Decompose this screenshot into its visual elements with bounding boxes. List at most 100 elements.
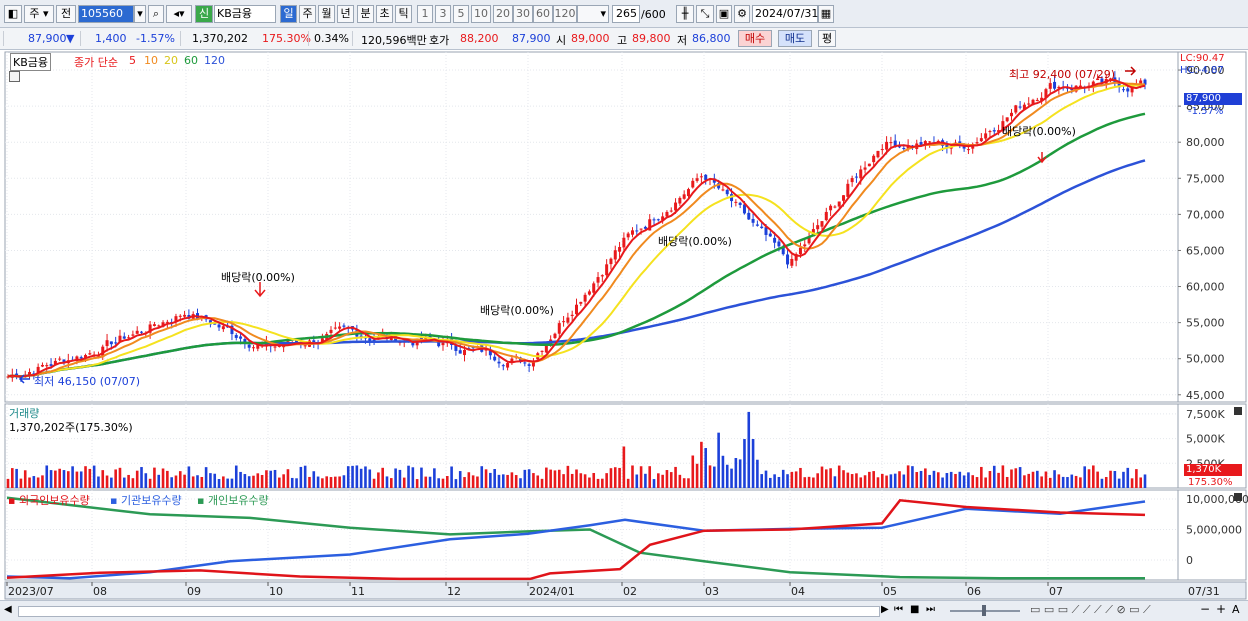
interval-60-button[interactable]: 60 bbox=[533, 5, 553, 23]
candle bbox=[1121, 89, 1125, 91]
period-second-button[interactable]: 초 bbox=[376, 5, 393, 23]
prev-button[interactable]: 전 bbox=[56, 5, 76, 23]
code-dropdown-icon[interactable]: ▾ bbox=[134, 5, 146, 23]
candle bbox=[1139, 80, 1143, 85]
candle bbox=[712, 178, 716, 183]
interval-120-button[interactable]: 120 bbox=[553, 5, 577, 23]
jump-start-icon[interactable]: ⏮ bbox=[894, 604, 903, 615]
volume-panel-title[interactable]: 거래량 bbox=[9, 407, 40, 420]
window-menu-icon[interactable]: ◧ bbox=[4, 5, 22, 23]
foreign-legend-label: 외국인보유수량 bbox=[18, 494, 90, 507]
candle bbox=[889, 142, 893, 144]
period-year-button[interactable]: 년 bbox=[337, 5, 354, 23]
interval-5-button[interactable]: 5 bbox=[453, 5, 469, 23]
price-legend-series: 종가 단순 bbox=[74, 56, 118, 69]
period-minute-button[interactable]: 분 bbox=[357, 5, 374, 23]
stock-name-field[interactable]: KB금융 bbox=[214, 5, 276, 23]
bar-count-input[interactable]: 265 bbox=[612, 5, 640, 23]
save-icon[interactable]: ▣ bbox=[716, 5, 732, 23]
candle bbox=[62, 359, 66, 363]
foreign-line bbox=[6, 500, 1146, 580]
candle bbox=[1005, 117, 1009, 122]
jump-end-icon[interactable]: ⏭ bbox=[926, 604, 935, 615]
drawing-tools-icons[interactable]: ▭ ▭ ▭ ⟋ ⟋ ⟋ ⟋ ⊘ ▭ ⟋ bbox=[1030, 603, 1151, 616]
candle bbox=[557, 323, 561, 334]
volume-bar bbox=[316, 476, 320, 488]
volume-bar bbox=[445, 476, 449, 488]
speaker-icon[interactable]: ◂▾ bbox=[166, 5, 192, 23]
interval-30-button[interactable]: 30 bbox=[513, 5, 533, 23]
date-input[interactable]: 2024/07/31 bbox=[752, 5, 818, 23]
individual-legend[interactable]: ▪ 개인보유수량 bbox=[197, 494, 269, 507]
volume-bar bbox=[437, 478, 440, 488]
ma120-legend[interactable]: 120 bbox=[204, 54, 225, 67]
gear-icon[interactable]: ⚙ bbox=[734, 5, 750, 23]
interval-1-button[interactable]: 1 bbox=[417, 5, 433, 23]
search-icon[interactable]: ⌕ bbox=[148, 5, 164, 23]
stock-chart[interactable]: 90,00085,00080,00075,00070,00065,00060,0… bbox=[0, 50, 1248, 600]
font-size-icon[interactable]: A bbox=[1232, 603, 1240, 616]
foreign-legend[interactable]: ▪ 외국인보유수량 bbox=[8, 494, 90, 507]
ma5-line bbox=[7, 78, 1146, 378]
volume-bar bbox=[433, 468, 436, 488]
candle bbox=[820, 221, 824, 227]
interval-10-button[interactable]: 10 bbox=[471, 5, 491, 23]
candle bbox=[786, 254, 790, 265]
volume-bar bbox=[62, 470, 66, 488]
sell-button[interactable]: 매도 bbox=[778, 30, 812, 47]
candle bbox=[949, 147, 953, 149]
interval-custom-dropdown[interactable]: ▾ bbox=[577, 5, 609, 23]
volume-bar bbox=[75, 471, 79, 488]
price-tick-label: 45,000 bbox=[1186, 389, 1225, 402]
volume-bar bbox=[1096, 471, 1099, 488]
scroll-track[interactable] bbox=[18, 606, 880, 617]
ma20-legend[interactable]: 20 bbox=[164, 54, 178, 67]
zoom-in-icon[interactable]: + bbox=[1216, 602, 1227, 616]
chart-type-icon[interactable]: ╫ bbox=[676, 5, 694, 23]
candle bbox=[850, 178, 854, 183]
candle bbox=[53, 360, 57, 365]
calendar-icon[interactable]: ▦ bbox=[818, 5, 834, 23]
volume-bar bbox=[79, 471, 83, 488]
scroll-left-icon[interactable]: ◀ bbox=[4, 604, 12, 615]
volume-bar bbox=[1113, 470, 1117, 488]
volume-bar bbox=[1048, 477, 1052, 488]
price-legend-name[interactable]: KB금융 bbox=[10, 53, 51, 71]
stop-icon[interactable]: ■ bbox=[910, 604, 920, 615]
eval-button[interactable]: 평 bbox=[818, 30, 836, 47]
volume-bar bbox=[510, 472, 514, 488]
ma60-legend[interactable]: 60 bbox=[184, 54, 198, 67]
zoom-out-icon[interactable]: − bbox=[1200, 602, 1211, 616]
stock-code-input[interactable]: 105560 bbox=[78, 5, 134, 23]
buy-button[interactable]: 매수 bbox=[738, 30, 772, 47]
bottom-scrollbar[interactable]: ◀ ▶ ⏮ ■ ⏭ ▭ ▭ ▭ ⟋ ⟋ ⟋ ⟋ ⊘ ▭ ⟋ − + A bbox=[0, 600, 1248, 621]
scroll-right-icon[interactable]: ▶ bbox=[881, 604, 889, 615]
holding-quantity-lines bbox=[6, 496, 1146, 581]
volume-bar bbox=[596, 478, 600, 488]
current-price: 87,900 bbox=[28, 32, 67, 45]
interval-20-button[interactable]: 20 bbox=[493, 5, 513, 23]
institution-legend[interactable]: ▪ 기관보유수량 bbox=[110, 494, 182, 507]
volume-bar bbox=[484, 469, 488, 488]
zoom-slider-handle[interactable] bbox=[982, 605, 986, 616]
period-week-button[interactable]: 주 bbox=[299, 5, 316, 23]
mode-dropdown[interactable]: 주 ▾ bbox=[24, 5, 54, 23]
candle bbox=[230, 325, 234, 335]
ma5-legend[interactable]: 5 bbox=[129, 54, 136, 67]
period-month-button[interactable]: 월 bbox=[318, 5, 335, 23]
interval-3-button[interactable]: 3 bbox=[435, 5, 451, 23]
table-view-icon[interactable] bbox=[9, 71, 20, 82]
draw-tool-icon[interactable]: ⤡ bbox=[696, 5, 714, 23]
period-tick-button[interactable]: 틱 bbox=[395, 5, 412, 23]
period-day-button[interactable]: 일 bbox=[280, 5, 297, 23]
volume-bar bbox=[631, 465, 634, 488]
candle bbox=[665, 211, 669, 217]
volume-bar bbox=[1027, 473, 1031, 488]
ma10-legend[interactable]: 10 bbox=[144, 54, 158, 67]
volume-bar bbox=[820, 466, 824, 488]
volume-bar bbox=[618, 467, 621, 488]
volume-bar bbox=[458, 471, 462, 488]
volume-bar bbox=[1135, 469, 1138, 488]
candle bbox=[333, 327, 337, 329]
candle bbox=[135, 330, 139, 334]
